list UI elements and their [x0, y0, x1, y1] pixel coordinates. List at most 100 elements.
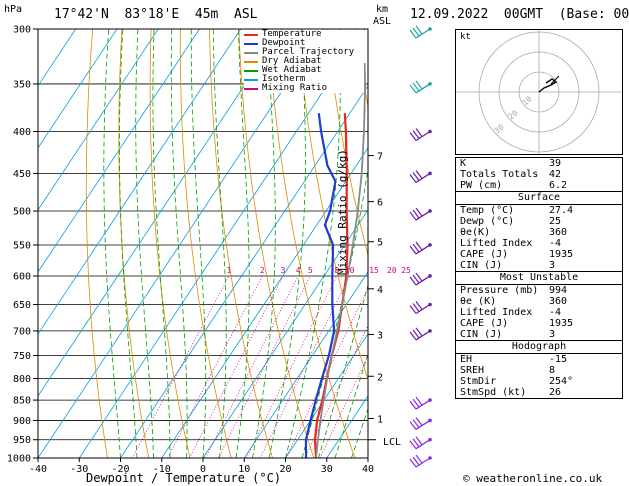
- isotherm-line: [38, 29, 159, 211]
- temperature-tick-label: 30: [321, 464, 333, 475]
- wind-barb: [409, 272, 432, 286]
- pressure-tick-label: 650: [13, 300, 31, 311]
- surface-row: Dewp (°C) 25: [456, 216, 622, 227]
- pressure-tick-label: 800: [13, 374, 31, 385]
- wind-barb: [409, 454, 432, 468]
- mixing-ratio-line: [205, 275, 299, 458]
- surface-key: θe(K): [460, 227, 491, 238]
- isotherm-line: [38, 29, 324, 458]
- mixing-ratio-label: 8: [334, 266, 339, 275]
- temperature-tick-label: 20: [279, 464, 291, 475]
- wind-barb: [409, 170, 432, 184]
- legend-swatch: [244, 70, 258, 72]
- mixing-ratio-label: 20: [387, 266, 397, 275]
- surface-value: 3: [549, 260, 556, 271]
- hodograph-stat-value: 254°: [549, 376, 574, 387]
- altitude-tick-label: 3: [377, 330, 383, 341]
- surface-value: 25: [549, 216, 562, 227]
- dry-adiabat-line: [209, 29, 273, 458]
- legend-swatch: [244, 88, 258, 90]
- surface-key: Dewp (°C): [460, 216, 515, 227]
- index-row: PW (cm) 6.2: [456, 180, 622, 191]
- legend-label: Temperature: [262, 29, 322, 39]
- hodograph-ring-label: 20: [507, 108, 520, 121]
- pressure-tick-label: 950: [13, 435, 31, 446]
- wet-adiabat-line: [252, 29, 276, 458]
- unstable-row: Lifted Index -4: [456, 307, 622, 318]
- pressure-tick-label: 750: [13, 351, 31, 362]
- pressure-tick-label: 400: [13, 127, 31, 138]
- hodograph-stat-key: StmDir: [460, 376, 497, 387]
- surface-title: Surface: [456, 192, 622, 205]
- isotherm-line: [78, 29, 365, 458]
- mixing-ratio-label: 10: [345, 266, 355, 275]
- wet-adiabat-line: [235, 29, 250, 458]
- mixing-ratio-label: 2: [260, 266, 265, 275]
- temperature-tick-label: -40: [29, 464, 47, 475]
- surface-key: CIN (J): [460, 260, 503, 271]
- mixing-ratio-line: [285, 287, 368, 458]
- wet-adiabat-line: [285, 29, 341, 458]
- index-row: K 39: [456, 158, 622, 169]
- index-value: 6.2: [549, 180, 568, 191]
- pressure-tick-label: 600: [13, 271, 31, 282]
- legend-entry: Mixing Ratio: [244, 84, 364, 93]
- km-unit: km: [376, 4, 389, 15]
- lcl-label: LCL: [383, 437, 402, 448]
- legend-entry: Wet Adiabat: [244, 66, 364, 75]
- x-axis-label: Dewpoint / Temperature (°C): [86, 471, 282, 485]
- hodograph-panel: 10 20 30 kt: [455, 29, 623, 155]
- hodograph-stat-value: 26: [549, 387, 562, 398]
- isotherm-line: [38, 29, 242, 335]
- mixing-ratio-axis-label: Mixing Ratio (g/kg): [336, 149, 349, 275]
- legend-swatch: [244, 43, 258, 45]
- isotherm-line: [161, 147, 368, 458]
- surface-key: CAPE (J): [460, 249, 509, 260]
- surface-key: Temp (°C): [460, 205, 515, 216]
- pressure-tick-label: 550: [13, 240, 31, 251]
- location-title: 17°42'N 83°18'E 45m ASL: [54, 7, 258, 22]
- hodograph-stat-row: StmDir 254°: [456, 376, 622, 387]
- index-key: K: [460, 158, 467, 169]
- dry-adiabat-line: [149, 29, 191, 458]
- wet-adiabat-line: [103, 29, 121, 458]
- wind-barb: [409, 396, 432, 410]
- altitude-tick-label: 4: [377, 285, 383, 296]
- pressure-tick-label: 1000: [7, 454, 31, 465]
- wind-barb: [409, 207, 432, 221]
- legend-label: Parcel Trajectory: [262, 47, 355, 57]
- unstable-key: Lifted Index: [460, 307, 533, 318]
- index-key: Totals Totals: [460, 169, 539, 180]
- unstable-row: CIN (J) 3: [456, 329, 622, 340]
- hodograph-stat-row: EH -15: [456, 354, 622, 365]
- legend-swatch: [244, 79, 258, 81]
- unstable-key: Pressure (mb): [460, 285, 539, 296]
- mixing-ratio-label: 25: [401, 266, 411, 275]
- hodograph-stat-key: StmSpd (kt): [460, 387, 527, 398]
- isotherm-line: [38, 29, 118, 149]
- temperature-tick-label: -10: [153, 464, 171, 475]
- isotherm-line: [38, 29, 283, 397]
- legend-swatch: [244, 52, 258, 54]
- temperature-tick-label: 0: [200, 464, 206, 475]
- unstable-row: Pressure (mb) 994: [456, 285, 622, 296]
- temperature-tick-label: -30: [70, 464, 88, 475]
- surface-row: Lifted Index -4: [456, 238, 622, 249]
- surface-row: Temp (°C) 27.4: [456, 205, 622, 216]
- mixing-ratio-line: [259, 275, 351, 458]
- surface-key: Lifted Index: [460, 238, 533, 249]
- wind-barb: [409, 436, 432, 450]
- wind-barb: [409, 241, 432, 255]
- wet-adiabat-line: [135, 29, 154, 458]
- mixing-ratio-label: 1: [227, 266, 232, 275]
- wet-adiabat-line: [190, 29, 207, 458]
- parcel-trajectory-profile: [315, 62, 367, 458]
- altitude-tick-label: 7: [377, 152, 383, 163]
- mixing-ratio-line: [319, 354, 368, 458]
- isotherm-line: [38, 29, 200, 273]
- legend-entry: Parcel Trajectory: [244, 48, 364, 57]
- mixing-ratio-line: [131, 275, 230, 458]
- copyright-label: © weatheronline.co.uk: [463, 472, 603, 485]
- wet-adiabat-line: [119, 29, 138, 458]
- pressure-tick-label: 700: [13, 326, 31, 337]
